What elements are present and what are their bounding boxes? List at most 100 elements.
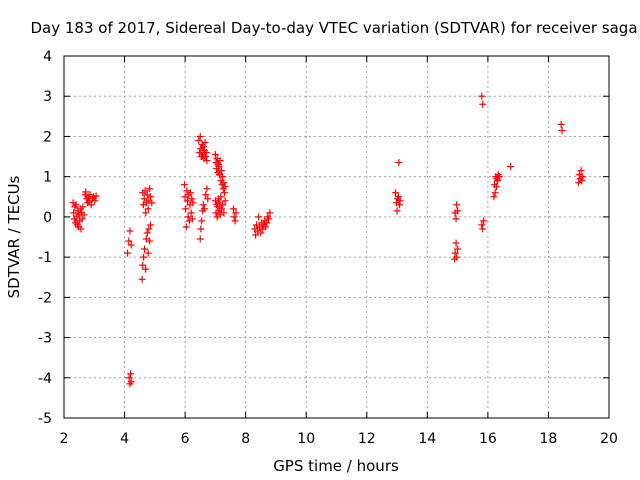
plot-frame [63,55,610,419]
data-point [265,215,273,223]
data-point [197,225,205,233]
data-point [78,215,86,223]
data-point [230,205,238,213]
data-point [221,183,229,191]
data-point [217,205,225,213]
data-point [182,223,190,231]
data-point [557,120,565,128]
data-point [199,143,207,150]
data-point [216,211,224,219]
data-point [453,201,461,209]
data-point [495,173,503,181]
data-point [188,215,196,223]
data-point [72,201,80,209]
data-point [479,100,487,108]
data-point [124,249,132,257]
y-tick-label: 2 [43,129,52,145]
data-point [393,207,401,215]
data-point [204,195,212,203]
data-point [478,221,486,229]
data-point [492,183,500,191]
data-point [182,205,190,213]
data-point [201,138,209,146]
data-point [140,195,148,203]
data-point [577,167,585,175]
data-point [220,179,228,187]
data-point [181,181,189,189]
data-point [142,265,150,273]
data-point [263,219,271,227]
x-tick-label: 6 [181,431,190,447]
x-tick-label: 12 [358,431,376,447]
data-point [202,191,210,199]
data-point [395,193,403,201]
data-point [395,159,403,167]
data-point [145,225,153,233]
data-point [87,201,95,209]
data-point [144,205,152,213]
data-point [451,249,459,257]
data-point [231,217,239,225]
data-point [490,193,498,201]
x-tick-label: 18 [540,431,558,447]
data-point [143,229,151,237]
data-point [202,153,210,161]
data-point [219,173,227,181]
data-point [452,239,460,247]
x-tick-label: 16 [479,431,497,447]
data-point [507,163,515,171]
data-point [127,241,135,249]
data-point [127,370,135,378]
data-point [255,213,263,221]
y-tick-label: 0 [43,210,52,226]
y-tick-label: 3 [43,89,52,105]
data-point [479,225,487,233]
x-tick-labels: 2 4 6 8 10 12 14 16 18 20 [60,431,618,447]
data-point [79,203,87,211]
data-point [139,261,147,269]
y-tick-label: -1 [38,250,52,266]
data-point [184,197,192,205]
data-point [91,197,99,205]
data-point [92,192,100,200]
data-point [196,132,204,140]
data-point [480,217,488,225]
data-point [184,213,192,221]
data-point [202,149,210,157]
data-point [211,151,219,159]
y-axis-title: SDTVAR / TECUs [5,175,23,298]
y-tick-label: 1 [43,170,52,186]
data-point [199,201,207,209]
data-point [148,199,156,207]
data-point [230,213,238,221]
x-tick-label: 10 [297,431,315,447]
y-tick-label: -4 [38,371,52,387]
data-point [220,209,228,217]
y-tick-labels: -5 -4 -3 -2 -1 0 1 2 3 4 [38,49,52,427]
data-point [219,201,227,209]
data-point [195,136,203,144]
data-point [454,245,462,253]
data-point [558,126,566,134]
data-point [494,177,502,185]
data-point [252,231,260,239]
data-point [454,207,462,215]
data-point [144,249,152,257]
data-point [196,235,204,243]
data-point [187,189,195,197]
y-tick-label: -5 [38,411,52,427]
data-point [125,374,133,382]
data-point [198,217,206,225]
data-point [266,209,274,217]
data-point [452,215,460,223]
x-axis-title: GPS time / hours [273,457,399,475]
data-point [262,223,270,231]
data-point [187,209,195,217]
data-point [215,163,223,171]
data-point [80,211,88,219]
data-point [82,188,90,196]
x-tick-label: 8 [241,431,250,447]
data-point [86,191,94,199]
